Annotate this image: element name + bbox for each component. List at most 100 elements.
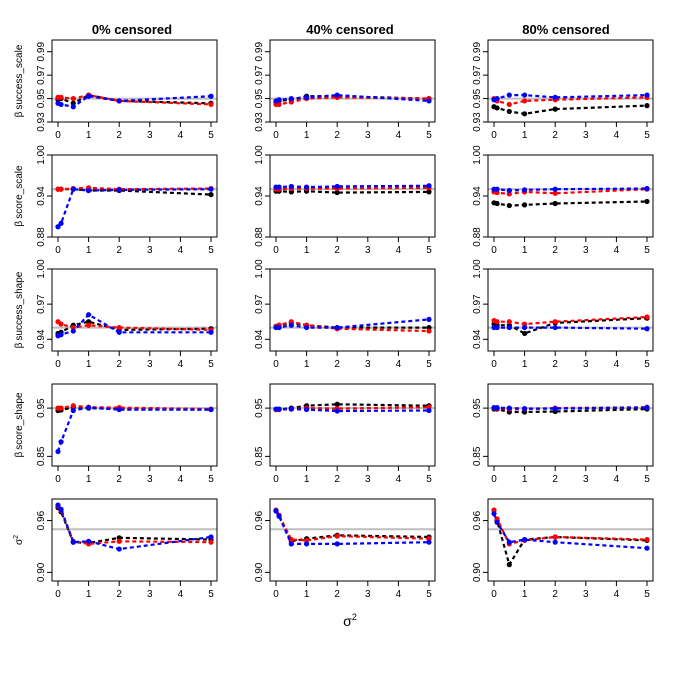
x-tick-label: 4 [178, 130, 184, 141]
y-tick-label: 0.99 [36, 42, 47, 62]
y-tick-label: 0.93 [254, 112, 265, 132]
x-tick-label: 3 [365, 130, 371, 141]
data-point-red [116, 324, 122, 331]
x-tick-label: 3 [583, 474, 589, 485]
data-point-blue [55, 224, 61, 230]
y-tick-label-group: 0.97 [36, 294, 47, 314]
y-tick-label: 0.85 [472, 446, 483, 466]
x-tick-label: 2 [552, 474, 558, 485]
data-point-black [334, 189, 340, 196]
data-point-red [644, 314, 650, 320]
y-tick-label: 0.97 [36, 65, 47, 85]
data-point-red [208, 101, 214, 108]
y-tick-label-group: 0.95 [472, 398, 483, 418]
data-point-blue [506, 539, 512, 545]
y-tick-label-group: 0.90 [472, 562, 483, 582]
y-tick-label: 0.88 [472, 227, 483, 247]
x-tick-label: 0 [491, 245, 497, 256]
y-axis-label-group: β success_scale [14, 44, 25, 117]
y-tick-label-group: 0.99 [36, 42, 47, 62]
data-point-black [506, 202, 512, 209]
data-point-blue [506, 324, 512, 331]
series-line-black [276, 190, 430, 194]
panel-frame [487, 498, 654, 582]
data-point-blue [522, 324, 528, 331]
y-tick-label-group: 0.95 [36, 398, 47, 418]
y-tick-label-group: 0.96 [254, 510, 265, 530]
data-point-red [70, 403, 76, 409]
x-tick-label: 3 [365, 474, 371, 485]
x-tick-label: 1 [522, 474, 528, 485]
panel-frame [487, 39, 654, 123]
y-label-symbol: β [14, 221, 25, 227]
y-tick-label-group: 0.85 [254, 446, 265, 466]
y-tick-label-group: 1.00 [36, 259, 47, 279]
data-point-blue [334, 324, 340, 331]
y-tick-label: 0.90 [254, 562, 265, 582]
data-point-black [522, 330, 528, 337]
y-tick-label: 0.97 [472, 65, 483, 85]
y-tick-label-group: 1.00 [36, 145, 47, 165]
x-tick-label: 1 [86, 589, 92, 600]
y-tick-label: 0.94 [254, 186, 265, 206]
x-tick-label: 2 [552, 245, 558, 256]
data-point-blue [116, 546, 122, 552]
y-tick-label-group: 0.97 [472, 65, 483, 85]
x-tick-label: 2 [334, 130, 340, 141]
y-tick-label: 0.96 [254, 510, 265, 530]
data-point-blue [506, 405, 512, 411]
data-point-blue [288, 406, 294, 412]
data-point-red [506, 101, 512, 108]
x-tick-label: 4 [178, 474, 184, 485]
data-point-red [494, 319, 500, 325]
panel-frame [51, 39, 218, 123]
data-point-blue [86, 312, 92, 318]
data-point-blue [116, 187, 122, 193]
data-point-blue [426, 539, 432, 545]
y-tick-label: 0.95 [36, 88, 47, 108]
series-line-blue [57, 188, 212, 228]
x-tick-label: 2 [552, 359, 558, 370]
x-tick-label: 3 [147, 245, 153, 256]
y-tick-label-group: 0.90 [254, 562, 265, 582]
data-point-blue [644, 405, 650, 411]
data-point-blue [304, 324, 310, 331]
y-tick-label: 0.88 [36, 227, 47, 247]
y-tick-label: 0.85 [254, 446, 265, 466]
x-tick-label: 5 [644, 245, 650, 256]
data-point-blue [70, 539, 76, 545]
x-label-superscript: 2 [352, 612, 357, 622]
y-tick-label-group: 0.93 [472, 112, 483, 132]
x-tick-label: 0 [55, 245, 61, 256]
data-point-blue [58, 101, 64, 108]
x-tick-label: 4 [396, 245, 402, 256]
data-point-blue [334, 92, 340, 98]
x-tick-label: 1 [86, 359, 92, 370]
data-point-blue [426, 98, 432, 104]
x-tick-label: 2 [334, 474, 340, 485]
data-point-blue [276, 97, 282, 103]
x-tick-label: 4 [396, 359, 402, 370]
x-tick-label: 5 [644, 589, 650, 600]
data-point-blue [86, 538, 92, 544]
panel-frame [51, 498, 218, 582]
x-tick-label: 5 [426, 359, 432, 370]
series-line-blue [275, 510, 430, 546]
y-tick-label: 1.00 [254, 259, 265, 279]
panel-frame [269, 154, 436, 238]
y-tick-label-group: 0.97 [472, 294, 483, 314]
x-tick-label: 2 [552, 589, 558, 600]
x-tick-label: 0 [273, 130, 279, 141]
data-point-blue [522, 187, 528, 193]
y-tick-label-group: 0.97 [36, 65, 47, 85]
data-point-blue [552, 94, 558, 100]
x-tick-label: 1 [522, 245, 528, 256]
series-line-red [275, 509, 430, 542]
data-point-black [552, 200, 558, 207]
y-axis-label: σ2 [13, 535, 25, 545]
data-point-blue [506, 92, 512, 98]
data-point-red [116, 538, 122, 544]
x-tick-label: 0 [55, 474, 61, 485]
y-tick-label-group: 0.94 [254, 186, 265, 206]
